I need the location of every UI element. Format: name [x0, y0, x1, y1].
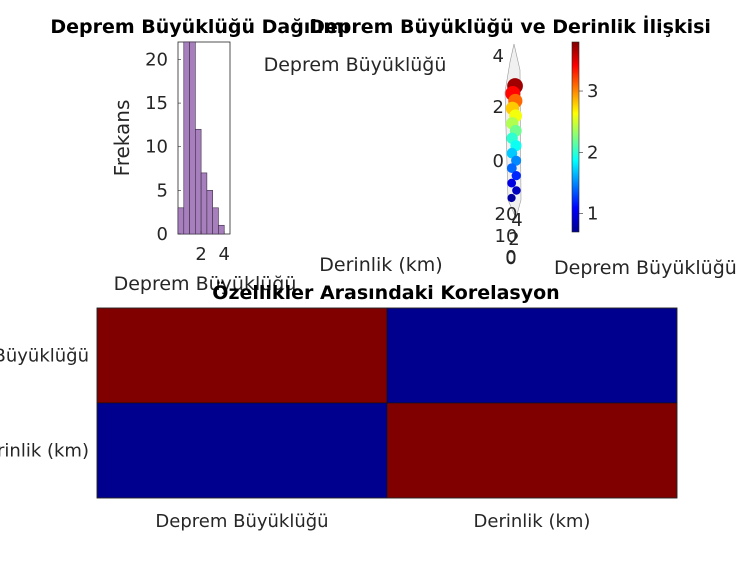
scatter-xlabel: Derinlik (km): [319, 254, 442, 276]
scatter-ztick-label: 0: [505, 248, 516, 269]
scatter-ztick-label: 4: [511, 210, 522, 231]
heatmap-title: Özellikler Arasındaki Korelasyon: [212, 280, 559, 304]
scatter-zlabel: Deprem Büyüklüğü: [264, 54, 447, 76]
histogram-ytick-label: 10: [145, 137, 168, 158]
colorbar-tick-label: 1: [587, 204, 598, 225]
heatmap-row-label: Derinlik (km): [0, 441, 89, 462]
histogram-title: Deprem Büyüklüğü Dağılımı: [50, 16, 349, 38]
heatmap-cell: [386, 307, 678, 404]
scatter-title: Deprem Büyüklüğü ve Derinlik İlişkisi: [309, 14, 711, 38]
histogram-ytick-label: 5: [157, 180, 168, 201]
scatter-point: [512, 186, 521, 195]
colorbar-tick-label: 2: [587, 142, 598, 163]
colorbar: [571, 41, 580, 233]
heatmap-col-label: Deprem Büyüklüğü: [155, 511, 328, 532]
heatmap-col-label: Derinlik (km): [474, 511, 591, 532]
histogram-bar: [212, 207, 219, 235]
histogram-bar: [195, 128, 202, 235]
histogram-xtick-label: 2: [195, 244, 206, 265]
heatmap-cell: [96, 307, 388, 404]
scatter-point: [507, 178, 517, 188]
scatter-ztick-label: 2: [508, 229, 519, 250]
scatter-point: [506, 163, 517, 174]
scatter-point: [511, 155, 522, 166]
heatmap-cell: [96, 402, 388, 499]
histogram-bar: [177, 207, 185, 235]
scatter-xtick-label: 0: [505, 247, 516, 268]
histogram-bar: [183, 41, 190, 235]
heatmap-axes-box: [96, 307, 678, 499]
heatmap-cell: [386, 402, 678, 499]
scatter-point: [511, 170, 521, 181]
colorbar-label: Deprem Büyüklüğü: [554, 257, 737, 279]
scatter-ytick-label: 0: [493, 151, 504, 172]
histogram-bar: [200, 172, 208, 235]
scatter-xtick-label: 10: [495, 226, 518, 247]
histogram-ytick-label: 15: [145, 93, 168, 114]
scatter-ytick-label: 2: [493, 97, 504, 118]
correlation-heatmap: Özellikler Arasındaki Korelasyon Deprem …: [0, 280, 678, 532]
histogram-bar: [206, 190, 213, 235]
histogram-bar: [218, 224, 225, 235]
scatter-3d-chart: Deprem Büyüklüğü ve Derinlik İlişkisi De…: [264, 14, 737, 279]
histogram-xtick-label: 4: [218, 244, 229, 265]
scatter-xtick-label: 20: [495, 204, 518, 225]
histogram-bar: [189, 41, 196, 235]
colorbar-tick-label: 3: [587, 81, 598, 102]
scatter-ytick-label: 4: [493, 46, 504, 67]
histogram-ytick-label: 20: [145, 49, 168, 70]
histogram-ylabel: Frekans: [110, 100, 134, 177]
heatmap-row-label: Deprem Büyüklüğü: [0, 346, 89, 367]
scatter-point: [507, 193, 516, 203]
histogram-ytick-label: 0: [157, 224, 168, 245]
histogram-xlabel: Deprem Büyüklüğü: [114, 273, 297, 295]
scatter-point: [506, 147, 518, 159]
